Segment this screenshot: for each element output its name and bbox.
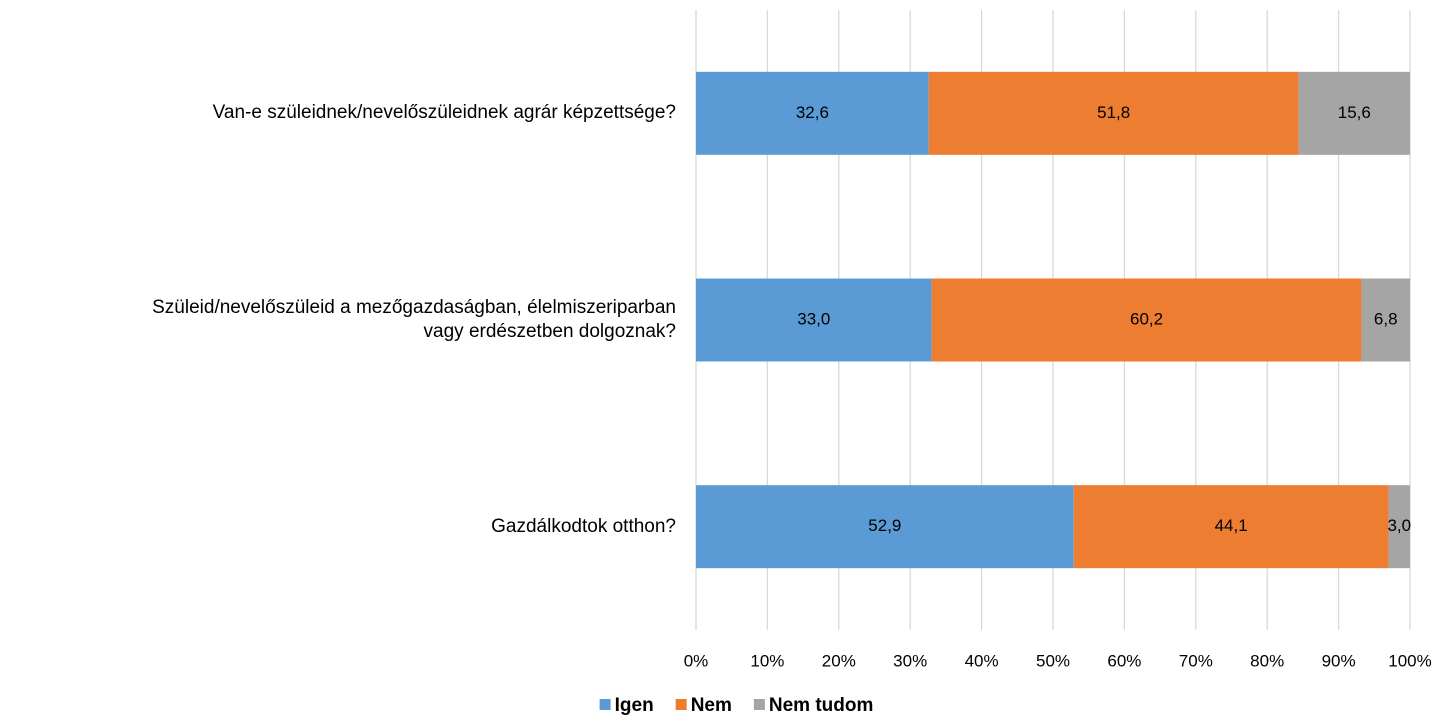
data-label: 51,8 [1097, 103, 1130, 122]
data-label: 15,6 [1338, 103, 1371, 122]
legend-marker [675, 699, 687, 710]
x-tick-label: 0% [684, 651, 709, 670]
data-label: 32,6 [796, 103, 829, 122]
bar-segment [928, 71, 1299, 155]
bar-segment [696, 71, 929, 155]
x-tick-label: 90% [1322, 651, 1356, 670]
legend-label: Igen [615, 695, 654, 716]
data-label: 44,1 [1215, 516, 1248, 535]
legend-marker [753, 699, 765, 710]
category-label: Van-e szüleidnek/nevelőszüleidnek agrár … [212, 102, 676, 124]
x-tick-label: 30% [893, 651, 927, 670]
x-tick-label: 80% [1250, 651, 1284, 670]
bar-segment [1388, 485, 1410, 569]
data-label: 33,0 [797, 309, 830, 328]
legend-label: Nem tudom [769, 695, 874, 716]
x-tick-label: 40% [965, 651, 999, 670]
bar-segment [1361, 278, 1410, 362]
x-tick-label: 70% [1179, 651, 1213, 670]
bar-segment [1073, 485, 1389, 569]
data-label: 3,0 [1387, 516, 1411, 535]
data-label: 60,2 [1130, 309, 1163, 328]
data-label: 52,9 [868, 516, 901, 535]
bar-segment [931, 278, 1362, 362]
x-tick-label: 10% [750, 651, 784, 670]
category-label: Gazdálkodtok otthon? [491, 515, 676, 537]
legend-label: Nem [691, 695, 732, 716]
x-tick-label: 50% [1036, 651, 1070, 670]
x-tick-label: 20% [822, 651, 856, 670]
legend-marker [599, 699, 611, 710]
x-tick-label: 100% [1388, 651, 1431, 670]
x-tick-label: 60% [1107, 651, 1141, 670]
category-label: Szüleid/nevelőszüleid a mezőgazdaságban,… [152, 297, 676, 342]
data-label: 6,8 [1374, 309, 1398, 328]
bar-segment [696, 278, 932, 362]
bar-segment [696, 485, 1074, 569]
bar-segment [1298, 71, 1410, 155]
